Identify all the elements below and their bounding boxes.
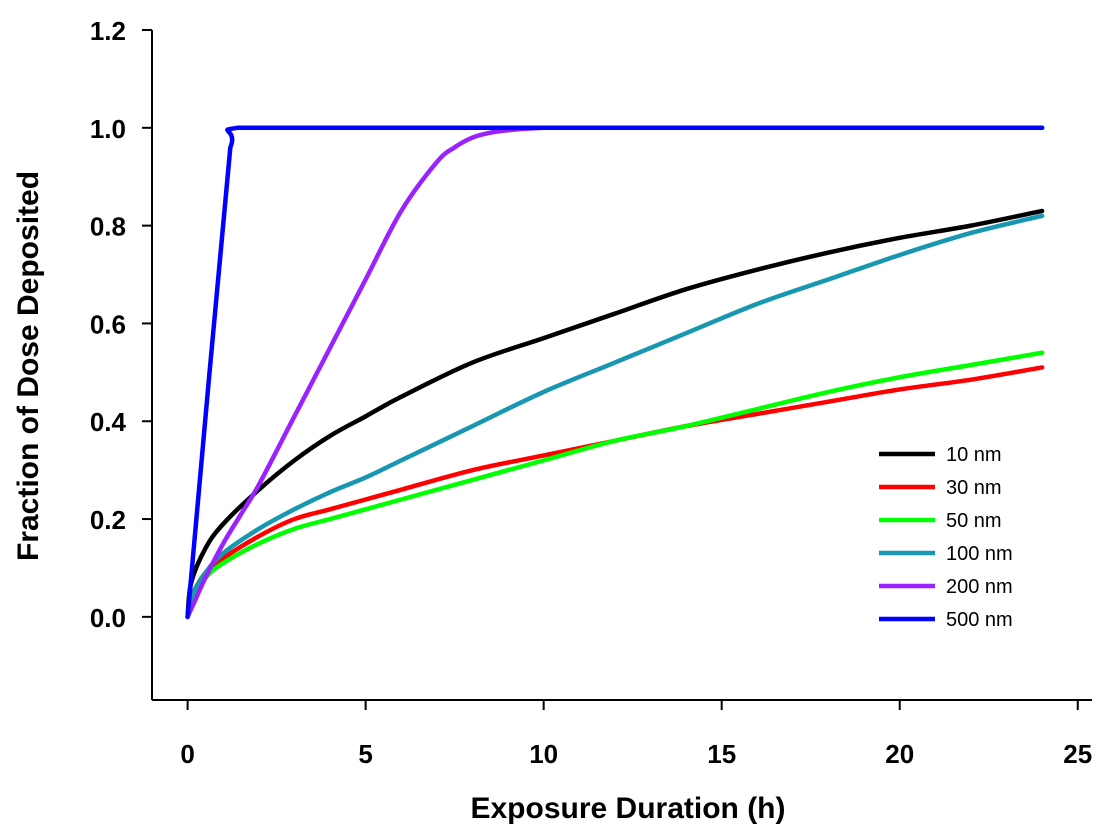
series-line-200-nm <box>185 125 1045 620</box>
plot-frame <box>151 30 1092 701</box>
series-line-30-nm <box>185 365 1045 620</box>
y-tick-label: 0.4 <box>90 407 127 437</box>
legend: 10 nm 30 nm 50 nm 100 nm 200 nm 500 nm <box>879 444 1013 631</box>
y-ticks: 0.0 0.2 0.4 0.6 0.8 1.0 1.2 <box>90 16 152 633</box>
x-tick-label: 5 <box>358 739 372 769</box>
series-line-10-nm <box>185 208 1045 620</box>
y-tick-label: 0.2 <box>90 505 126 535</box>
legend-label: 50 nm <box>946 510 1002 532</box>
x-tick-label: 0 <box>180 739 194 769</box>
y-tick-label: 0.0 <box>90 603 126 633</box>
y-tick-label: 0.6 <box>90 309 126 339</box>
x-tick-label: 10 <box>529 739 558 769</box>
series-line-500-nm <box>185 125 1045 620</box>
y-tick-label: 1.2 <box>90 16 126 46</box>
y-axis-title: Fraction of Dose Deposited <box>12 171 45 561</box>
series-lines <box>185 125 1045 620</box>
legend-label: 500 nm <box>946 609 1013 631</box>
x-ticks: 0 5 10 15 20 25 <box>180 700 1092 769</box>
x-tick-label: 25 <box>1063 739 1092 769</box>
y-tick-label: 0.8 <box>90 212 126 242</box>
series-line-50-nm <box>185 350 1045 620</box>
legend-label: 10 nm <box>946 444 1002 466</box>
series-line-100-nm <box>185 213 1045 620</box>
y-tick-label: 1.0 <box>90 114 126 144</box>
x-tick-label: 20 <box>885 739 914 769</box>
x-tick-label: 15 <box>707 739 736 769</box>
legend-label: 200 nm <box>946 576 1013 598</box>
x-axis-title: Exposure Duration (h) <box>470 792 785 825</box>
legend-label: 100 nm <box>946 543 1013 565</box>
legend-label: 30 nm <box>946 477 1002 499</box>
